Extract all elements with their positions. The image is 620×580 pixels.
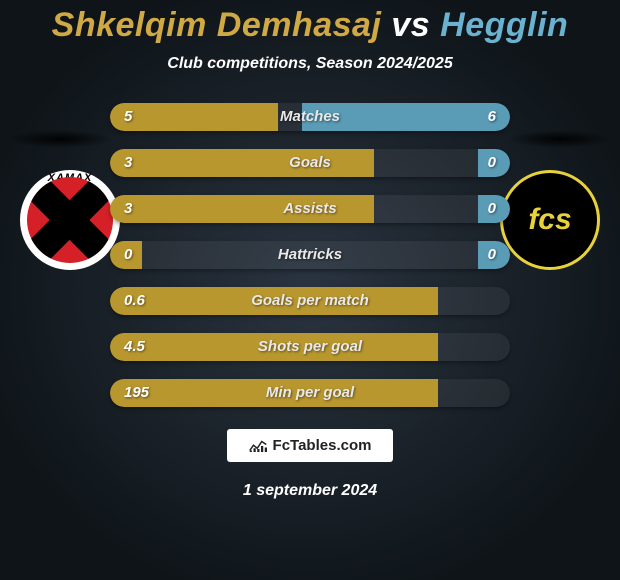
logo-shadow-right xyxy=(508,130,612,148)
footer-attribution: FcTables.com xyxy=(227,429,394,462)
stat-label: Min per goal xyxy=(110,379,510,407)
logo-shadow-left xyxy=(8,130,112,148)
title-vs: vs xyxy=(391,6,430,44)
stat-row: 56Matches xyxy=(110,103,510,131)
title: Shkelqim Demhasaj vs Hegglin xyxy=(52,6,569,45)
stat-row: 30Assists xyxy=(110,195,510,223)
date: 1 september 2024 xyxy=(243,482,377,500)
stat-row: 30Goals xyxy=(110,149,510,177)
club-logo-left-graphic xyxy=(27,177,113,263)
stat-bars: 56Matches 30Goals 30Assists 00Hattricks 0.6G… xyxy=(110,103,510,407)
chart-icon xyxy=(249,439,267,453)
footer-site-name: FcTables.com xyxy=(273,437,372,454)
club-logo-right-text: fcs xyxy=(528,205,571,235)
stat-label: Assists xyxy=(110,195,510,223)
stat-label: Goals per match xyxy=(110,287,510,315)
stat-label: Goals xyxy=(110,149,510,177)
stat-label: Hattricks xyxy=(110,241,510,269)
stat-label: Matches xyxy=(110,103,510,131)
stat-row: 0.6Goals per match xyxy=(110,287,510,315)
club-logo-right: fcs xyxy=(500,170,600,270)
stat-label: Shots per goal xyxy=(110,333,510,361)
subtitle: Club competitions, Season 2024/2025 xyxy=(167,55,452,73)
comparison-card: Shkelqim Demhasaj vs Hegglin Club compet… xyxy=(0,0,620,580)
player2-name: Hegglin xyxy=(440,6,568,44)
stat-row: 00Hattricks xyxy=(110,241,510,269)
stat-row: 4.5Shots per goal xyxy=(110,333,510,361)
stat-row: 195Min per goal xyxy=(110,379,510,407)
club-logo-left: XAMAX xyxy=(20,170,120,270)
player1-name: Shkelqim Demhasaj xyxy=(52,6,382,44)
